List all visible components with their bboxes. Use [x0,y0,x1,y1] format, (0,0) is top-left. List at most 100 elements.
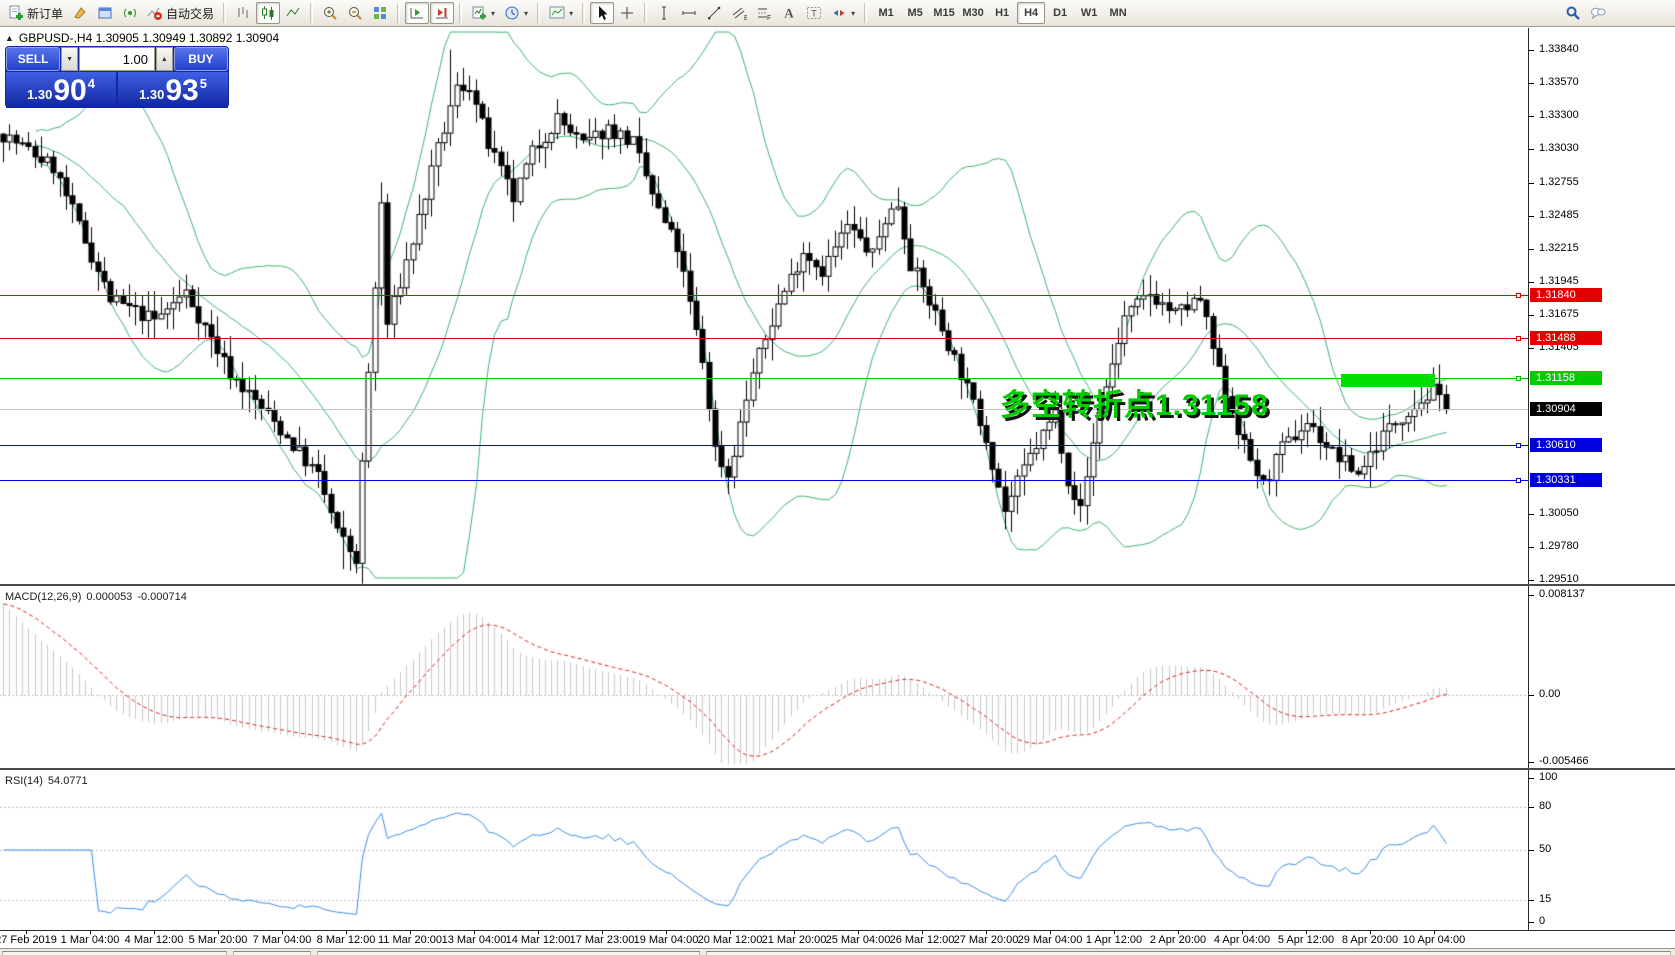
volume-decrease-button[interactable]: ▼ [61,47,78,71]
zoom-out-button[interactable] [343,2,367,24]
text-button[interactable]: A [777,2,801,24]
line-handle[interactable] [1516,478,1521,483]
time-label: 19 Mar 04:00 [633,934,699,946]
time-tick [794,931,795,934]
price-chart-canvas[interactable] [0,28,1528,584]
rsi-pane: RSI(14) 54.0771 100 80 50 15 0 [0,770,1675,930]
macd-label-row: MACD(12,26,9) 0.000053 -0.000714 [5,591,187,603]
candle-chart-icon [260,5,276,21]
crosshair-button[interactable] [615,2,639,24]
auto-scroll-button[interactable] [405,2,430,24]
chart-periods-button[interactable]: ▾ [500,2,532,24]
collapse-panel-arrow-icon[interactable]: ▲ [5,33,14,43]
timeframe-mn[interactable]: MN [1109,7,1127,19]
buy-button[interactable]: BUY [173,47,228,71]
rsi-tick-label: 100 [1539,771,1558,783]
time-label: 21 Mar 20:00 [761,934,827,946]
chart-template-icon [549,5,565,21]
price-tick [1529,249,1534,250]
rsi-tick [1529,850,1534,851]
macd-tick [1529,762,1534,763]
arrow-objects-button[interactable]: ▾ [827,2,859,24]
rsi-axis[interactable]: 100 80 50 15 0 [1528,770,1675,930]
sell-price-display[interactable]: 1.30 90 4 [6,72,116,108]
fibonacci-retracement-button[interactable]: F [752,2,776,24]
current-price-line[interactable] [0,409,1528,410]
macd-axis[interactable]: 0.008137 0.00 -0.005466 [1528,586,1675,768]
price-badge: 1.30610 [1530,438,1602,452]
line-handle[interactable] [1516,293,1521,298]
line-handle[interactable] [1516,336,1521,341]
volume-input[interactable] [79,47,155,71]
resistance-line-1[interactable] [0,295,1528,296]
time-tick [1114,931,1115,934]
resistance-line-2[interactable] [0,338,1528,339]
macd-tick-label: -0.005466 [1539,755,1589,767]
chat-button[interactable] [1586,2,1610,24]
chart-annotation-text[interactable]: 多空转折点1.31158 [1000,389,1269,422]
chart-periods-icon [504,5,520,21]
text-label-icon: T [806,5,822,21]
time-axis[interactable]: 27 Feb 2019 1 Mar 04:00 4 Mar 12:00 5 Mar 2… [0,930,1675,948]
horizontal-line-button[interactable] [677,2,701,24]
vertical-line-icon [656,5,672,21]
price-axis[interactable]: 1.33840 1.33570 1.33300 1.33030 1.32755 1.324… [1528,28,1675,585]
timeframe-m5[interactable]: M5 [907,7,923,19]
rsi-tick-label: 50 [1539,843,1552,855]
styler-button[interactable] [68,2,92,24]
bar-chart-button[interactable] [231,2,255,24]
text-label-button[interactable]: T [802,2,826,24]
trend-line-button[interactable] [702,2,726,24]
chart-shift-button[interactable] [430,2,455,24]
new-order-button[interactable]: 新订单 [4,2,67,24]
sell-button[interactable]: SELL [6,47,61,71]
time-tick [218,931,219,934]
price-tick [1529,315,1534,316]
vertical-line-button[interactable] [652,2,676,24]
volume-increase-button[interactable]: ▲ [156,47,173,71]
line-handle[interactable] [1516,376,1521,381]
bar-chart-icon [235,5,251,21]
support-line-2[interactable] [0,480,1528,481]
dropdown-caret-icon: ▾ [491,8,496,18]
line-handle[interactable] [1516,443,1521,448]
candle-chart-button[interactable] [256,2,281,24]
one-click-trading-panel: SELL ▼ ▲ BUY 1.30 90 4 1.30 93 5 [5,46,229,108]
timeframe-h4[interactable]: H4 [1017,2,1046,24]
macd-canvas[interactable] [0,586,1528,768]
rsi-tick [1529,900,1534,901]
cursor-button[interactable] [590,2,615,24]
price-tick [1529,216,1534,217]
timeframe-m1[interactable]: M1 [878,7,894,19]
chart-profiles-button[interactable] [93,2,117,24]
zoom-in-button[interactable] [318,2,342,24]
tile-windows-button[interactable] [368,2,392,24]
time-tick [1370,931,1371,934]
timeframe-d1[interactable]: D1 [1053,7,1068,19]
time-tick [858,931,859,934]
timeframe-m15[interactable]: M15 [933,7,955,19]
support-line-1[interactable] [0,445,1528,446]
signals-button[interactable] [118,2,142,24]
pivot-line[interactable] [0,378,1528,379]
line-chart-button[interactable] [281,2,305,24]
timeframe-h1[interactable]: H1 [995,7,1010,19]
toolbar-separator [644,3,648,23]
timeframe-m30[interactable]: M30 [962,7,984,19]
price-tick-label: 1.33300 [1539,109,1579,121]
buy-price-big: 93 [165,74,199,107]
equidistant-channel-button[interactable]: E [727,2,751,24]
auto-trading-button[interactable]: 自动交易 [143,2,218,24]
timeframe-w1[interactable]: W1 [1080,7,1098,19]
pane-divider[interactable] [0,768,1675,770]
chart-template-button[interactable]: ▾ [545,2,577,24]
pane-divider[interactable] [0,584,1675,586]
search-button[interactable] [1561,2,1585,24]
supply-zone-rectangle[interactable] [1341,374,1435,387]
time-label: 2 Apr 20:00 [1149,934,1207,946]
rsi-canvas[interactable] [0,770,1528,930]
time-tick [346,931,347,934]
new-chart-button[interactable]: ▾ [467,2,499,24]
time-label: 5 Mar 20:00 [188,934,248,946]
buy-price-display[interactable]: 1.30 93 5 [118,72,228,108]
